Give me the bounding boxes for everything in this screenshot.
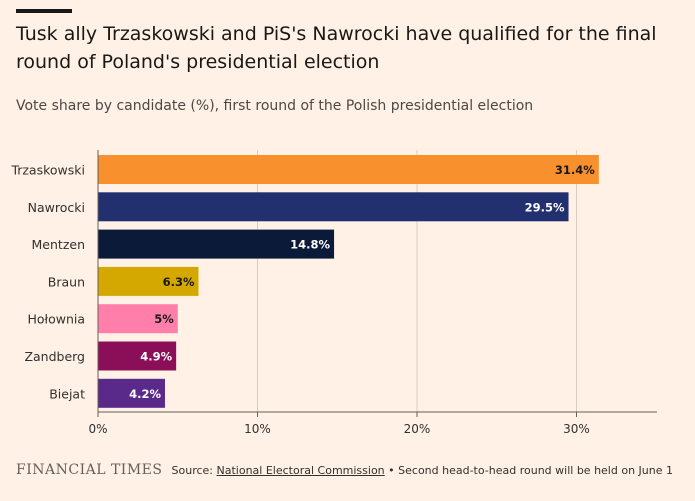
bar [98,378,165,408]
chart-title: Tusk ally Trzaskowski and PiS's Nawrocki… [16,23,657,73]
category-label: Nawrocki [28,200,85,215]
source-footnote: • Second head-to-head round will be held… [388,464,673,477]
data-label: 6.3% [163,275,195,289]
data-label: 14.8% [290,238,330,252]
x-tick-label: 30% [563,422,590,436]
data-label: 31.4% [555,163,595,177]
category-label: Braun [48,274,85,289]
category-label: Trzaskowski [10,163,85,178]
bar [98,229,335,259]
header-accent-bar [16,9,72,13]
category-label: Hołownia [27,312,85,327]
bar [98,304,178,334]
category-label: Mentzen [32,237,85,252]
bar [98,341,177,371]
bar [98,155,599,184]
ft-logo: FINANCIAL TIMES [16,462,163,478]
bar [98,266,199,296]
x-tick-label: 10% [244,422,271,436]
category-label: Zandberg [24,349,85,364]
source-prefix: Source: [171,464,214,477]
bar-chart: Trzaskowski 31.4% Nawrocki 29.5% Mentzen 14.8… [10,150,657,436]
source-note: Source: National Electoral Commission • … [172,464,673,477]
bar [98,192,569,222]
data-label: 4.2% [129,387,161,401]
category-label: Biejat [49,386,85,401]
x-tick-label: 0% [88,422,107,436]
source-link[interactable]: National Electoral Commission [216,464,385,477]
data-label: 29.5% [525,200,565,214]
chart-subtitle: Vote share by candidate (%), first round… [16,98,534,114]
data-label: 4.9% [140,350,172,364]
x-tick-label: 20% [404,422,431,436]
data-label: 5% [154,312,174,326]
